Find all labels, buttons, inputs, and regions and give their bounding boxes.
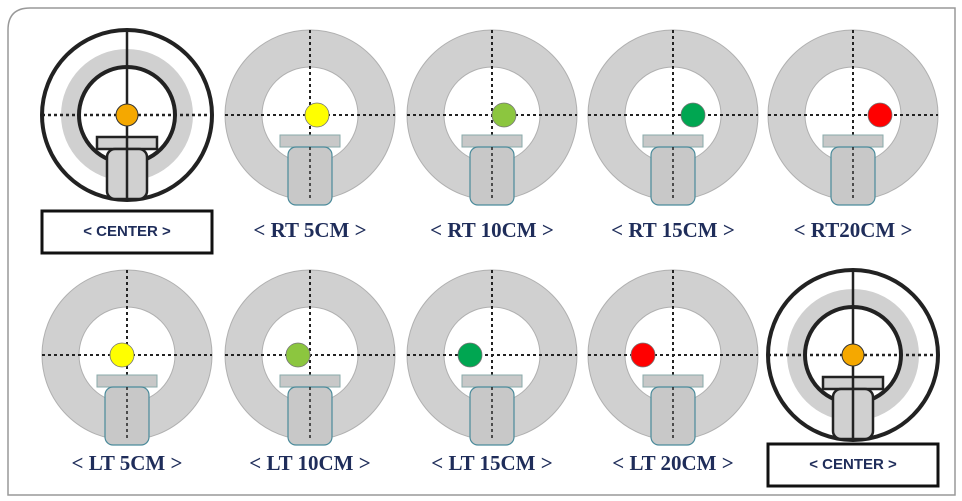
target-dot	[491, 102, 517, 128]
panel: < RT 10CM >	[406, 29, 578, 242]
panel-label: < LT 5CM >	[72, 451, 183, 475]
target-dot	[109, 342, 135, 368]
target-dot	[680, 102, 706, 128]
holder-top	[461, 374, 523, 388]
holder-top	[461, 134, 523, 148]
target-dot	[867, 102, 893, 128]
panel-label: < CENTER >	[83, 223, 171, 240]
target-dot	[457, 342, 483, 368]
panel-label: < RT 5CM >	[253, 218, 366, 242]
holder-top	[279, 374, 341, 388]
panel: < CENTER >	[40, 28, 214, 255]
holder-top	[96, 374, 158, 388]
panel-label: < LT 10CM >	[249, 451, 370, 475]
panel: < LT 10CM >	[224, 269, 396, 475]
panel-label: < LT 15CM >	[431, 451, 552, 475]
holder-top	[642, 374, 704, 388]
label-box	[766, 442, 940, 488]
target-dot	[304, 102, 330, 128]
label-box	[40, 209, 214, 255]
panel-label: < RT 10CM >	[430, 218, 554, 242]
target-dot	[115, 103, 139, 127]
target-dot	[841, 343, 865, 367]
holder-top	[279, 134, 341, 148]
holder-top	[642, 134, 704, 148]
panel-label: < RT20CM >	[794, 218, 913, 242]
panel: < RT 15CM >	[587, 29, 759, 242]
panel-label: < RT 15CM >	[611, 218, 735, 242]
panel-label: < LT 20CM >	[612, 451, 733, 475]
holder-top	[822, 134, 884, 148]
panel: < LT 15CM >	[406, 269, 578, 475]
panel: < CENTER >	[766, 268, 940, 488]
panel-label: < CENTER >	[809, 456, 897, 473]
panel: < RT20CM >	[767, 29, 939, 242]
target-dot	[630, 342, 656, 368]
panel: < RT 5CM >	[224, 29, 396, 242]
panel: < LT 20CM >	[587, 269, 759, 475]
target-dot	[285, 342, 311, 368]
panel: < LT 5CM >	[41, 269, 213, 475]
